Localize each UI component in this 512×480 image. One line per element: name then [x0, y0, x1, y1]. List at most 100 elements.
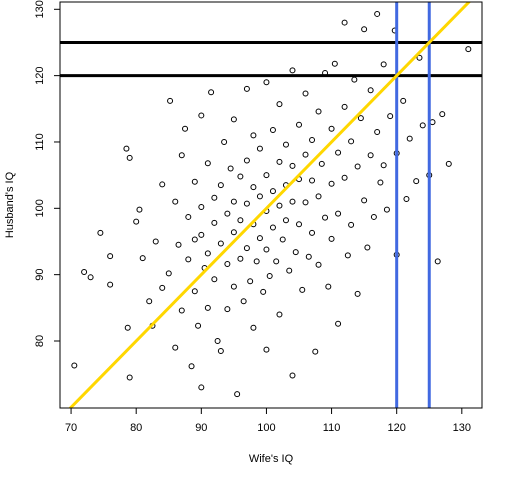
point [167, 97, 174, 104]
point [328, 125, 335, 132]
plot-frame [59, 1, 483, 409]
point [227, 165, 234, 172]
point [211, 276, 218, 283]
point [269, 188, 276, 195]
point [383, 206, 390, 213]
y-axis-title: Husband's IQ [4, 171, 16, 238]
point [97, 229, 104, 236]
point [188, 363, 195, 370]
point [263, 346, 270, 353]
point [178, 152, 185, 159]
point [71, 362, 78, 369]
point [315, 261, 322, 268]
point [305, 253, 312, 260]
point [204, 250, 211, 257]
point [374, 10, 381, 17]
plot-area [60, 2, 482, 408]
point [217, 240, 224, 247]
point [361, 197, 368, 204]
point [198, 231, 205, 238]
point [165, 270, 172, 277]
point [175, 241, 182, 248]
point [250, 132, 257, 139]
point [139, 255, 146, 262]
point [172, 344, 179, 351]
point [234, 391, 241, 398]
point [348, 138, 355, 145]
point [198, 112, 205, 119]
fit-line [68, 2, 472, 408]
point [286, 267, 293, 274]
point [315, 193, 322, 200]
point [299, 286, 306, 293]
point [124, 324, 131, 331]
point [230, 229, 237, 236]
point [282, 141, 289, 148]
point [367, 152, 374, 159]
point [136, 206, 143, 213]
point [328, 235, 335, 242]
point [354, 163, 361, 170]
point [146, 298, 153, 305]
point [328, 180, 335, 187]
point [335, 149, 342, 156]
y-tick-label: 110 [34, 133, 46, 151]
point [445, 160, 452, 167]
point [230, 198, 237, 205]
point [387, 113, 394, 120]
point [159, 284, 166, 291]
point [434, 258, 441, 265]
y-tick-label: 130 [34, 0, 46, 18]
point [243, 245, 250, 252]
point [247, 278, 254, 285]
point [374, 129, 381, 136]
x-tick-label: 130 [453, 422, 471, 434]
point [292, 249, 299, 256]
point [107, 253, 114, 260]
point [318, 160, 325, 167]
point [341, 103, 348, 110]
point [276, 311, 283, 318]
point [406, 135, 413, 142]
point [107, 281, 114, 288]
point [214, 337, 221, 344]
point [123, 145, 130, 152]
point [341, 19, 348, 26]
point [361, 26, 368, 33]
point [289, 162, 296, 169]
point [289, 372, 296, 379]
point [211, 194, 218, 201]
point [217, 182, 224, 189]
point [357, 115, 364, 122]
point [309, 229, 316, 236]
point [351, 76, 358, 83]
point [354, 290, 361, 297]
point [182, 125, 189, 132]
point [269, 224, 276, 231]
point [325, 283, 332, 290]
point [312, 348, 319, 355]
y-tick-label: 80 [34, 335, 46, 347]
point [87, 274, 94, 281]
point [260, 288, 267, 295]
point [309, 177, 316, 184]
point [322, 214, 329, 221]
x-tick-label: 100 [257, 422, 275, 434]
point [126, 154, 133, 161]
point [243, 85, 250, 92]
point [364, 244, 371, 251]
point [331, 60, 338, 67]
point [289, 198, 296, 205]
point [159, 181, 166, 188]
point [191, 236, 198, 243]
point [126, 374, 133, 381]
point [276, 101, 283, 108]
point [439, 111, 446, 118]
point [81, 269, 88, 276]
point [185, 256, 192, 263]
point [263, 172, 270, 179]
point [250, 184, 257, 191]
point [269, 127, 276, 134]
point [309, 136, 316, 143]
point [208, 89, 215, 96]
